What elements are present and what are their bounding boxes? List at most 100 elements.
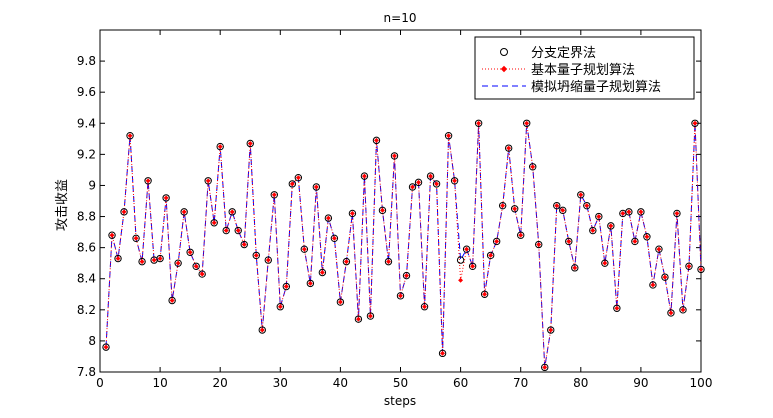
point-branch-bound (697, 265, 705, 274)
y-tick-label: 9.6 (77, 85, 96, 99)
point-branch-bound (649, 281, 657, 289)
point-basic-quantum (427, 173, 434, 179)
y-tick-label: 8.6 (77, 241, 96, 255)
point-basic-quantum (578, 192, 584, 198)
point-branch-bound (553, 201, 561, 210)
point-branch-bound (216, 142, 224, 151)
point-basic-quantum (488, 252, 494, 258)
point-branch-bound (336, 298, 345, 306)
point-branch-bound (378, 206, 387, 215)
point-branch-bound (559, 206, 567, 215)
y-tick-label: 9.4 (77, 116, 96, 130)
point-branch-bound (192, 262, 200, 270)
point-basic-quantum (470, 263, 476, 269)
point-basic-quantum (187, 249, 193, 255)
point-branch-bound (517, 231, 525, 239)
point-branch-bound (613, 304, 621, 312)
point-branch-bound (174, 259, 182, 267)
y-axis-label: 攻击收益 (55, 179, 70, 231)
point-basic-quantum (680, 307, 686, 313)
y-tick-label: 8.8 (77, 210, 96, 224)
point-basic-quantum (139, 259, 145, 265)
point-basic-quantum (169, 297, 175, 304)
point-basic-quantum (211, 220, 217, 226)
point-branch-bound (264, 256, 272, 264)
series-layer (102, 119, 705, 372)
point-basic-quantum (650, 282, 656, 288)
point-basic-quantum (397, 293, 404, 299)
point-branch-bound (120, 208, 128, 216)
point-branch-bound (372, 136, 381, 145)
legend-label: 模拟坍缩量子规划算法 (531, 79, 661, 95)
point-branch-bound (132, 234, 140, 243)
point-branch-bound (330, 234, 339, 243)
point-branch-bound (252, 251, 260, 260)
point-branch-bound (468, 262, 477, 270)
series-line-simulated-collapse (105, 123, 702, 368)
point-basic-quantum (313, 184, 319, 190)
point-basic-quantum (542, 364, 548, 370)
point-branch-bound (324, 214, 333, 222)
point-branch-bound (444, 132, 453, 140)
point-basic-quantum (458, 277, 464, 283)
x-tick-label: 70 (513, 376, 528, 390)
x-tick-label: 50 (393, 376, 408, 390)
point-branch-bound (673, 209, 681, 218)
point-branch-bound (246, 139, 254, 148)
point-basic-quantum (674, 210, 680, 216)
point-branch-bound (240, 240, 248, 249)
y-tick-label: 7.8 (77, 365, 96, 379)
point-basic-quantum (602, 260, 608, 266)
point-basic-quantum (121, 209, 127, 215)
point-basic-quantum (464, 246, 470, 252)
point-basic-quantum (698, 266, 704, 272)
y-tick-label: 9 (88, 178, 96, 192)
point-branch-bound (462, 245, 471, 253)
point-branch-bound (204, 177, 212, 185)
x-tick-label: 90 (633, 376, 648, 390)
point-basic-quantum (115, 255, 121, 262)
point-basic-quantum (163, 195, 169, 201)
point-basic-quantum (361, 173, 367, 179)
y-tick-label: 9.8 (77, 54, 96, 68)
point-basic-quantum (686, 263, 692, 269)
point-branch-bound (607, 222, 615, 230)
point-basic-quantum (512, 206, 518, 212)
point-branch-bound (655, 245, 663, 253)
point-basic-quantum (355, 316, 361, 322)
point-basic-quantum (566, 238, 572, 244)
point-branch-bound (661, 273, 669, 281)
point-basic-quantum (409, 184, 416, 190)
point-basic-quantum (440, 350, 446, 356)
x-tick-label: 80 (573, 376, 588, 390)
point-branch-bound (529, 163, 537, 171)
point-branch-bound (294, 173, 303, 182)
point-basic-quantum (403, 273, 410, 279)
point-branch-bound (348, 209, 357, 218)
point-branch-bound (535, 240, 543, 249)
point-basic-quantum (668, 310, 674, 316)
point-basic-quantum (223, 227, 229, 234)
x-axis-label: steps (384, 394, 416, 408)
chart-title: n=10 (384, 11, 417, 25)
point-branch-bound (601, 259, 609, 267)
point-branch-bound (390, 152, 399, 160)
legend-box (474, 36, 695, 100)
point-basic-quantum (217, 144, 223, 150)
point-branch-bound (667, 309, 675, 317)
point-basic-quantum (265, 257, 271, 263)
point-branch-bound (625, 208, 633, 216)
point-basic-quantum (385, 259, 392, 265)
point-basic-quantum (446, 133, 452, 139)
point-branch-bound (228, 208, 236, 216)
y-tick-label: 8.4 (77, 272, 96, 286)
x-tick-label: 0 (96, 376, 104, 390)
x-tick-label: 60 (453, 376, 468, 390)
point-basic-quantum (632, 238, 638, 244)
point-branch-bound (450, 177, 459, 185)
point-branch-bound (685, 262, 693, 270)
point-branch-bound (408, 183, 417, 191)
point-basic-quantum (518, 232, 524, 238)
x-tick-label: 10 (152, 376, 167, 390)
